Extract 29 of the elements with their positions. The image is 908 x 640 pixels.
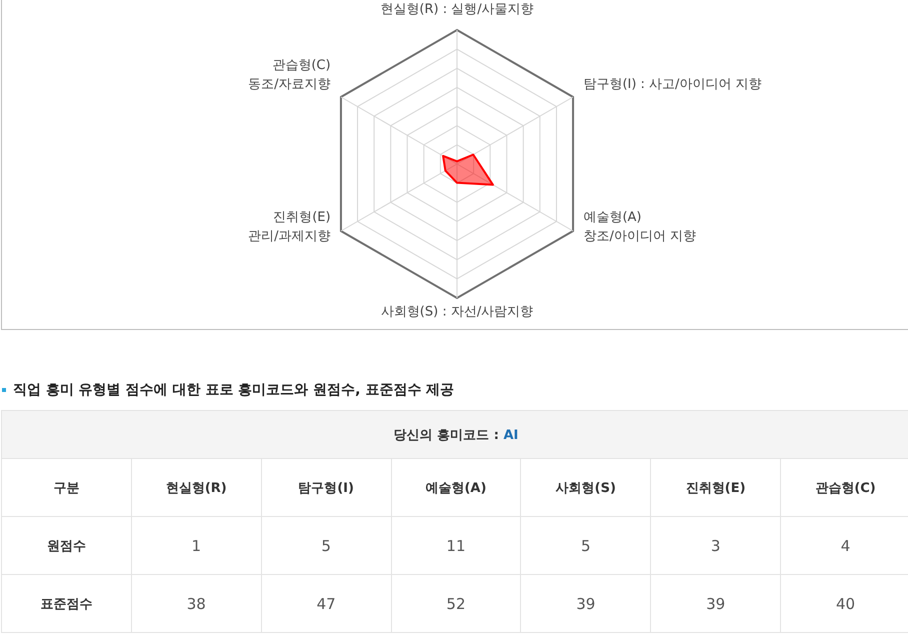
data-label: 4: [780, 516, 908, 574]
text: 직업 흥미 유형별 점수에 대한 표로 흥미코드와 원점수, 표준점수 제공: [13, 381, 454, 399]
spoke-label: 탐구형(I) : 사고/아이디어 지향: [583, 76, 762, 92]
spoke-label: 현실형(R) : 실행/사물지향: [380, 2, 534, 17]
text: 표준점수: [2, 574, 132, 632]
legend-title: 구분: [2, 458, 132, 516]
data-label: 38: [131, 574, 262, 632]
category-label: 예술형(A): [391, 458, 521, 516]
category-label: 현실형(R): [131, 458, 262, 516]
category-label: 진취형(E): [650, 458, 781, 516]
category-label: 관습형(C): [780, 458, 908, 516]
data-label: 11: [391, 516, 521, 574]
spoke-label: 예술형(A) 창조/아이디어 지향: [583, 210, 696, 244]
category-label: 탐구형(I): [261, 458, 392, 516]
data-label: 47: [261, 574, 392, 632]
data-label: 39: [520, 574, 651, 632]
spoke-label: 진취형(E) 관리/과제지향: [248, 210, 331, 244]
data-label: 52: [391, 574, 521, 632]
data-label: 1: [131, 516, 262, 574]
data-label: 5: [520, 516, 651, 574]
data-label: 3: [650, 516, 781, 574]
text: 당신의 흥미코드 : AI: [2, 410, 908, 458]
data-label: 39: [650, 574, 781, 632]
data-label: 40: [780, 574, 908, 632]
data-label: 5: [261, 516, 392, 574]
spoke-label: 사회형(S) : 자선/사람지향: [380, 304, 534, 320]
text: 원점수: [2, 516, 132, 574]
spoke-label: 관습형(C) 동조/자료지향: [248, 58, 331, 92]
category-label: 사회형(S): [520, 458, 651, 516]
